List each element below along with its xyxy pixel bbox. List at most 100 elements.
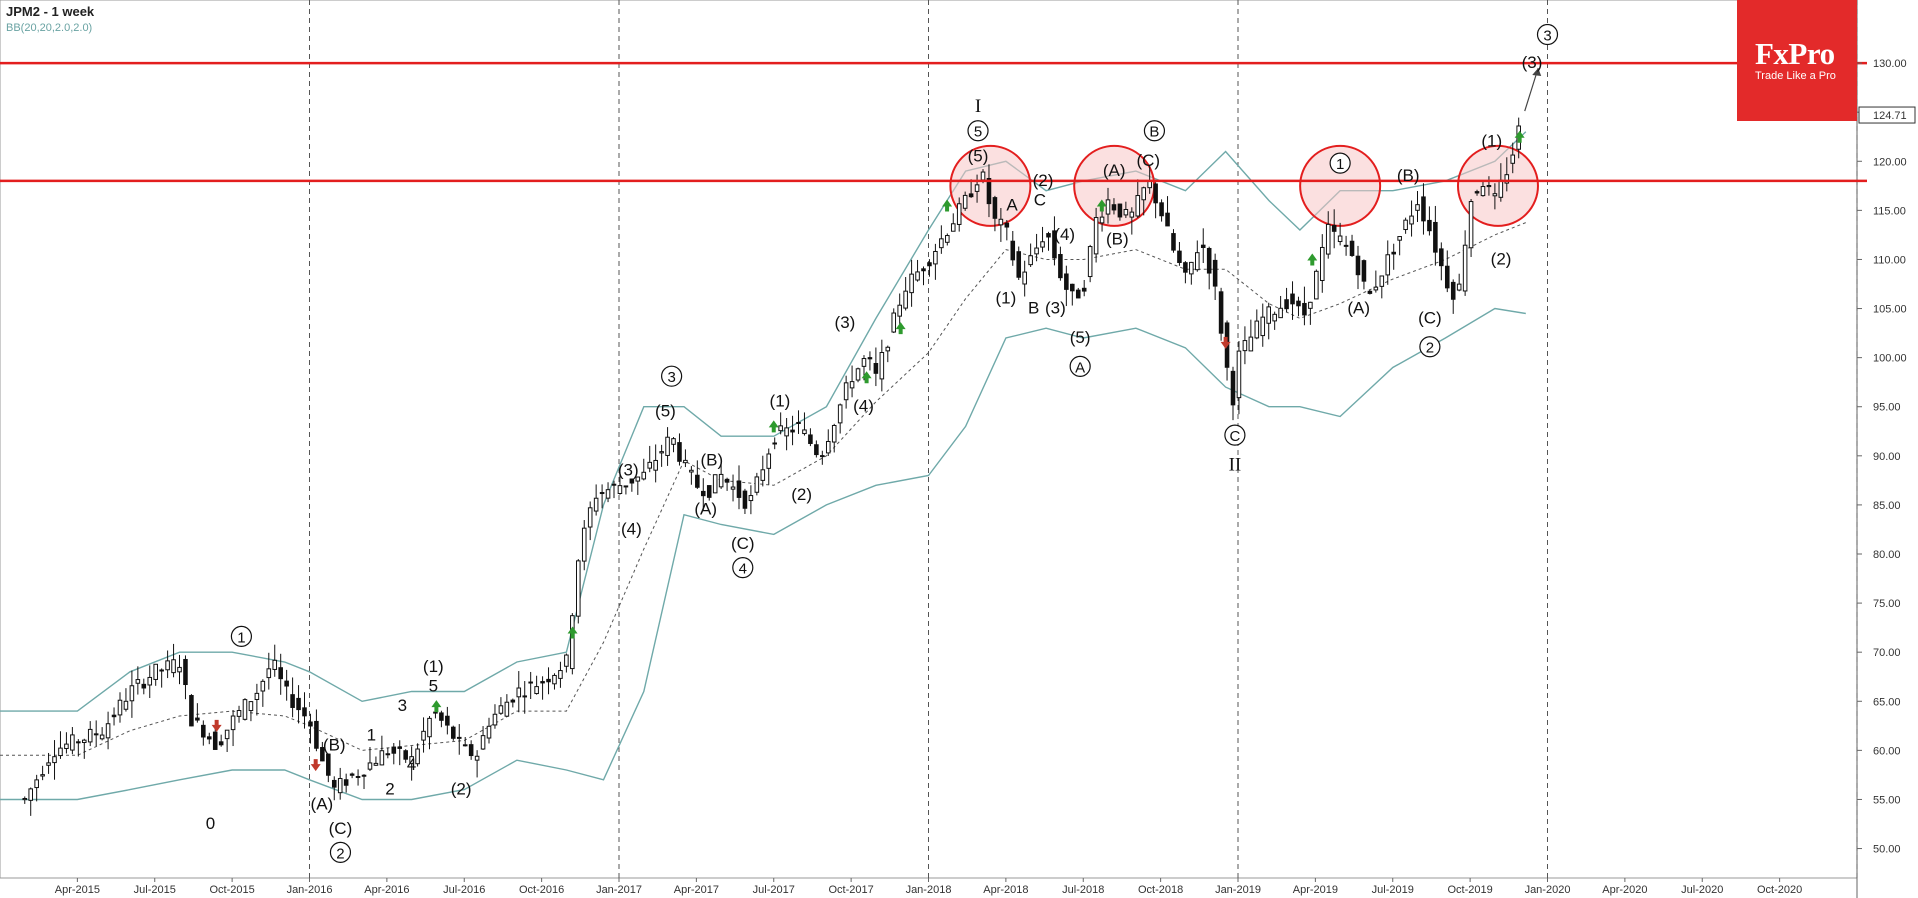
candle-body <box>1254 320 1260 339</box>
wave-label: (3) <box>1045 298 1066 317</box>
bb-upper <box>0 131 1527 712</box>
candle-body <box>421 730 426 741</box>
y-tick-label: 85.00 <box>1873 500 1901 512</box>
up-arrow-icon <box>431 700 442 713</box>
candle-body <box>855 368 861 381</box>
down-arrow-icon <box>310 759 321 772</box>
candle-body <box>962 194 968 209</box>
candle-body <box>1314 270 1319 300</box>
candlestick-series <box>22 117 1521 816</box>
wave-label: (B) <box>1397 166 1420 185</box>
candle-body <box>683 459 688 464</box>
candle-body <box>1064 273 1069 290</box>
circled-wave-marker <box>1329 152 1351 174</box>
candle-body <box>337 778 343 794</box>
candle-body <box>1397 236 1402 241</box>
candle-body <box>242 699 248 720</box>
wave-label: (5) <box>1070 328 1091 347</box>
candle-body <box>1153 183 1158 204</box>
candle-body <box>468 744 474 757</box>
wave-label: (A) <box>1347 298 1370 317</box>
candle-body <box>415 748 420 765</box>
candle-body <box>1474 191 1480 194</box>
plot-frame <box>0 0 1858 879</box>
candle-body <box>451 726 456 739</box>
candle-body <box>1361 260 1367 282</box>
candle-body <box>1456 283 1462 291</box>
candle-body <box>195 717 200 721</box>
y-tick-label: 60.00 <box>1873 745 1901 757</box>
candle-body <box>1010 240 1016 261</box>
candle-body <box>1111 204 1117 211</box>
candle-body <box>260 680 266 692</box>
candle-body <box>1266 306 1271 324</box>
wave-label: (3) <box>835 313 856 332</box>
candle-body <box>968 193 974 198</box>
candle-body <box>1046 233 1051 238</box>
candle-body <box>992 197 998 219</box>
candle-body <box>272 659 278 670</box>
wave-label: (1) <box>1481 132 1502 151</box>
candle-body <box>790 429 795 433</box>
candle-body <box>433 711 438 714</box>
candle-body <box>1480 186 1486 197</box>
candle-body <box>933 250 938 265</box>
candle-body <box>320 747 325 762</box>
wave-label: 0 <box>206 814 215 833</box>
candle-body <box>1260 316 1266 337</box>
candle-body <box>587 507 593 528</box>
chart-grid <box>0 0 1858 898</box>
candle-body <box>171 659 176 674</box>
candle-body <box>391 746 397 754</box>
candle-body <box>552 674 557 685</box>
wave-label: (4) <box>1054 225 1075 244</box>
logo-brand: FxPro <box>1755 36 1835 71</box>
candle-body <box>1385 254 1391 276</box>
x-tick-label: Oct-2018 <box>1138 884 1183 896</box>
candle-body <box>831 424 837 443</box>
candle-body <box>635 476 641 482</box>
down-arrow-icon <box>1220 336 1231 349</box>
x-tick-label: Oct-2016 <box>519 884 564 896</box>
candle-body <box>1367 290 1373 294</box>
last-price-box <box>1858 106 1916 124</box>
bb-middle <box>0 222 1526 756</box>
candle-body <box>1159 202 1164 217</box>
wave-label: (C) <box>329 819 353 838</box>
candle-body <box>730 486 736 490</box>
candle-body <box>153 663 158 680</box>
wave-label: (B) <box>323 735 346 754</box>
candle-body <box>1462 244 1468 292</box>
candle-body <box>105 723 111 739</box>
candle-body <box>1248 336 1254 352</box>
candle-body <box>808 434 813 444</box>
candle-body <box>641 471 647 480</box>
candle-body <box>480 735 486 750</box>
candle-body <box>814 444 819 456</box>
candle-body <box>1379 275 1385 287</box>
y-tick-label: 100.00 <box>1873 353 1907 365</box>
candle-body <box>1189 261 1194 275</box>
resistance-lines <box>0 61 1867 183</box>
candle-body <box>659 451 664 454</box>
candle-body <box>1373 286 1379 291</box>
logo-tagline: Trade Like a Pro <box>1755 70 1836 82</box>
candle-body <box>516 687 522 698</box>
y-tick-label: 90.00 <box>1873 451 1901 463</box>
y-tick-label: 130.00 <box>1873 58 1907 70</box>
candle-body <box>52 756 57 764</box>
candle-body <box>46 762 51 766</box>
x-tick-label: Jul-2020 <box>1681 884 1723 896</box>
candle-body <box>308 721 313 727</box>
candle-body <box>700 490 706 497</box>
candle-body <box>825 440 831 454</box>
wave-label: 5 <box>429 676 438 695</box>
candle-body <box>980 171 986 181</box>
candle-body <box>1075 289 1081 299</box>
up-arrow-icon <box>768 420 779 433</box>
candle-body <box>1331 225 1337 232</box>
y-tick-label: 55.00 <box>1873 794 1901 806</box>
wave-label: (1) <box>770 392 791 411</box>
up-arrow-icon <box>1307 253 1318 266</box>
fxpro-logo: FxPro Trade Like a Pro <box>1737 0 1857 121</box>
